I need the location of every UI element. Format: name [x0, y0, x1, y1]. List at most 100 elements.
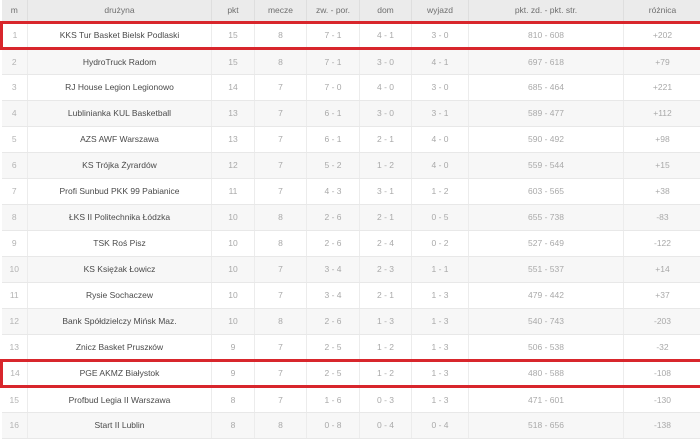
cell-team: Znicz Basket Pruszкów — [27, 334, 212, 361]
cell-mecze: 7 — [254, 178, 307, 205]
column-header-m[interactable]: m — [1, 0, 28, 22]
cell-zwpor: 6 - 1 — [306, 126, 360, 153]
column-header-zdstr[interactable]: pkt. zd. - pkt. str. — [468, 0, 624, 22]
cell-wyjazd: 3 - 1 — [411, 100, 469, 127]
cell-roznica: -32 — [623, 334, 700, 361]
cell-pkt: 15 — [211, 20, 255, 50]
cell-roznica: -130 — [623, 386, 700, 413]
cell-m: 5 — [1, 126, 28, 153]
column-header-team[interactable]: drużyna — [27, 0, 212, 22]
cell-roznica: +14 — [623, 256, 700, 283]
cell-zwpor: 3 - 4 — [306, 282, 360, 309]
cell-zwpor: 5 - 2 — [306, 152, 360, 179]
cell-m: 16 — [1, 412, 28, 439]
cell-pkt: 8 — [211, 412, 255, 439]
cell-wyjazd: 1 - 3 — [411, 334, 469, 361]
column-header-roznica[interactable]: różnica — [623, 0, 700, 22]
cell-roznica: +112 — [623, 100, 700, 127]
cell-roznica: +38 — [623, 178, 700, 205]
cell-team: ŁKS II Politechnika Łódzka — [27, 204, 212, 231]
cell-mecze: 7 — [254, 334, 307, 361]
cell-mecze: 7 — [254, 74, 307, 101]
table-header: m drużyna pkt mecze zw. - por. dom wyjazd pkt. … — [1, 0, 700, 22]
cell-zwpor: 2 - 6 — [306, 204, 360, 231]
cell-m: 1 — [0, 20, 28, 50]
cell-zdstr: 685 - 464 — [468, 74, 624, 101]
cell-mecze: 7 — [254, 100, 307, 127]
cell-zdstr: 518 - 656 — [468, 412, 624, 439]
cell-wyjazd: 0 - 5 — [411, 204, 469, 231]
cell-zwpor: 1 - 6 — [306, 386, 360, 413]
cell-zdstr: 589 - 477 — [468, 100, 624, 127]
cell-team: HydroTruck Radom — [27, 48, 212, 75]
cell-roznica: -122 — [623, 230, 700, 257]
cell-m: 15 — [1, 386, 28, 413]
cell-wyjazd: 1 - 3 — [411, 386, 469, 413]
cell-dom: 4 - 0 — [359, 74, 412, 101]
cell-team: Profi Sunbud PKK 99 Pabianice — [27, 178, 212, 205]
cell-pkt: 13 — [211, 126, 255, 153]
cell-mecze: 8 — [254, 412, 307, 439]
cell-mecze: 8 — [254, 230, 307, 257]
cell-wyjazd: 1 - 3 — [411, 308, 469, 335]
cell-pkt: 15 — [211, 48, 255, 75]
cell-wyjazd: 0 - 4 — [411, 412, 469, 439]
cell-dom: 1 - 2 — [359, 334, 412, 361]
cell-zwpor: 7 - 1 — [306, 48, 360, 75]
cell-team: KS Księżak Łowicz — [27, 256, 212, 283]
cell-zwpor: 2 - 5 — [306, 358, 360, 388]
cell-m: 8 — [1, 204, 28, 231]
cell-roznica: +37 — [623, 282, 700, 309]
cell-wyjazd: 3 - 0 — [411, 74, 469, 101]
cell-zwpor: 7 - 1 — [306, 20, 360, 50]
column-header-wyjazd[interactable]: wyjazd — [411, 0, 469, 22]
cell-team: Profbud Legia II Warszawa — [27, 386, 212, 413]
column-header-dom[interactable]: dom — [359, 0, 412, 22]
cell-zdstr: 506 - 538 — [468, 334, 624, 361]
cell-dom: 2 - 4 — [359, 230, 412, 257]
cell-dom: 1 - 2 — [359, 152, 412, 179]
cell-zdstr: 655 - 738 — [468, 204, 624, 231]
cell-team: KKS Tur Basket Bielsk Podlaski — [27, 20, 212, 50]
cell-wyjazd: 1 - 3 — [411, 358, 469, 388]
cell-zdstr: 479 - 442 — [468, 282, 624, 309]
cell-pkt: 11 — [211, 178, 255, 205]
cell-roznica: -138 — [623, 412, 700, 439]
column-header-mecze[interactable]: mecze — [254, 0, 307, 22]
column-header-pkt[interactable]: pkt — [211, 0, 255, 22]
column-header-zwpor[interactable]: zw. - por. — [306, 0, 360, 22]
cell-team: TSK Roś Pisz — [27, 230, 212, 257]
cell-m: 14 — [0, 358, 28, 388]
cell-zwpor: 4 - 3 — [306, 178, 360, 205]
cell-mecze: 7 — [254, 282, 307, 309]
cell-zdstr: 540 - 743 — [468, 308, 624, 335]
cell-zdstr: 603 - 565 — [468, 178, 624, 205]
cell-zwpor: 2 - 5 — [306, 334, 360, 361]
cell-team: Start II Lublin — [27, 412, 212, 439]
cell-zwpor: 0 - 8 — [306, 412, 360, 439]
cell-team: Lublinianka KUL Basketball — [27, 100, 212, 127]
cell-team: KS Trójka Żyrardów — [27, 152, 212, 179]
cell-roznica: +79 — [623, 48, 700, 75]
cell-mecze: 8 — [254, 204, 307, 231]
cell-zdstr: 559 - 544 — [468, 152, 624, 179]
cell-pkt: 10 — [211, 282, 255, 309]
cell-m: 2 — [1, 48, 28, 75]
cell-dom: 0 - 3 — [359, 386, 412, 413]
